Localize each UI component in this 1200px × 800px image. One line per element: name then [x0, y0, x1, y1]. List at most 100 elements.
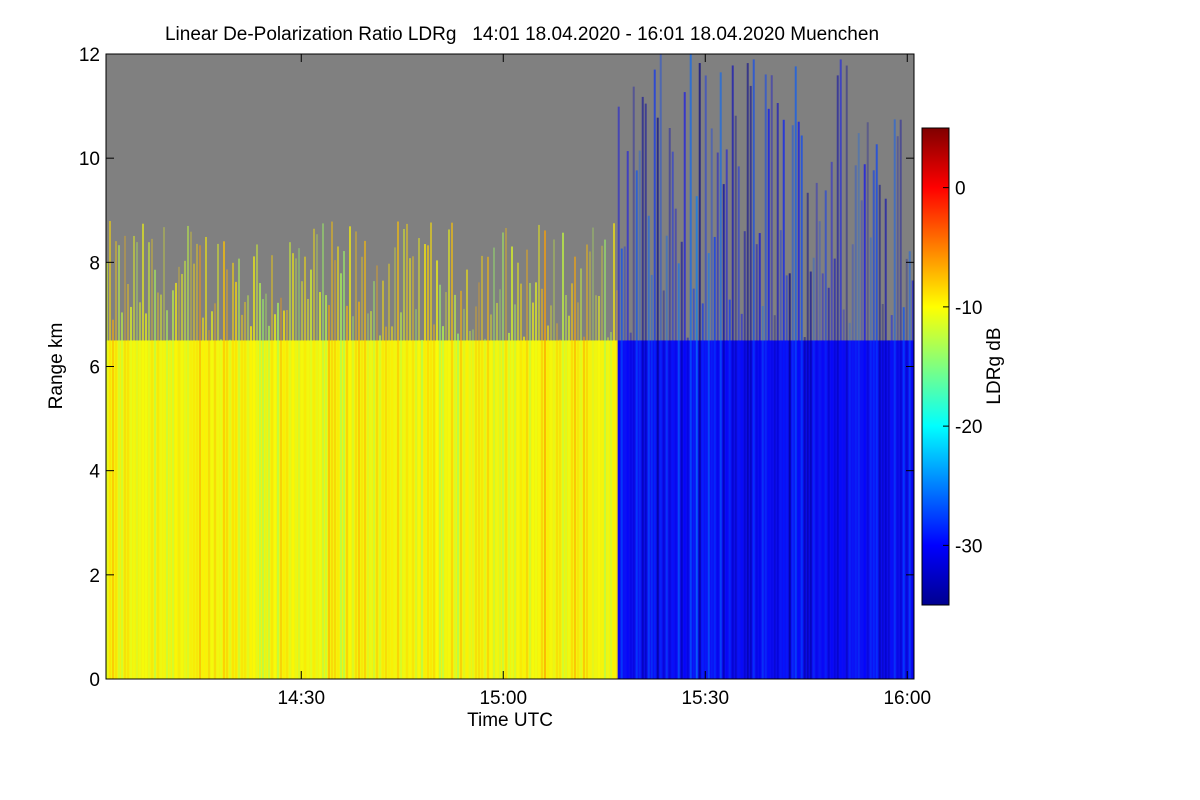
heatmap-streak — [457, 333, 459, 679]
plot-area — [105, 53, 915, 680]
heatmap-streak — [683, 92, 686, 680]
heatmap-streak — [854, 165, 857, 679]
heatmap-streak — [641, 96, 644, 679]
heatmap-streak — [568, 315, 570, 679]
heatmap-streak — [911, 280, 914, 679]
colorbar-label: LDRg dB — [984, 327, 1005, 404]
heatmap-streak — [157, 292, 159, 679]
y-tick-label: 6 — [89, 358, 100, 379]
heatmap-streak — [241, 314, 243, 679]
heatmap-streak — [610, 332, 612, 679]
heatmap-streak — [169, 339, 171, 679]
heatmap-streak — [331, 221, 333, 680]
heatmap-streak — [430, 222, 432, 679]
heatmap-streak — [301, 281, 303, 679]
heatmap-streak — [806, 192, 809, 679]
heatmap-streak — [475, 306, 477, 679]
heatmap-streak — [271, 255, 273, 679]
heatmap-streak — [142, 223, 144, 679]
heatmap-streak — [785, 275, 788, 679]
heatmap-streak — [848, 322, 851, 679]
colorbar-gradient — [921, 127, 950, 606]
heatmap-streak — [776, 102, 779, 680]
heatmap-streak — [908, 251, 911, 680]
heatmap-streak — [878, 184, 881, 680]
heatmap-streak — [154, 269, 156, 679]
heatmap-streak — [499, 289, 501, 679]
heatmap-streak — [635, 170, 638, 680]
heatmap-streak — [550, 305, 552, 679]
heatmap-streak — [620, 248, 623, 679]
y-axis-label: Range km — [46, 323, 67, 410]
y-tick-label: 8 — [89, 253, 100, 274]
heatmap-streak — [866, 122, 869, 680]
heatmap-streak — [511, 246, 513, 679]
heatmap-streak — [286, 310, 288, 679]
heatmap-streak — [460, 290, 462, 679]
heatmap-streak — [493, 247, 495, 679]
heatmap-streak — [199, 245, 201, 679]
heatmap-streak — [355, 231, 357, 679]
heatmap-streak — [752, 59, 755, 680]
heatmap-streak — [235, 281, 237, 679]
heatmap-streak — [127, 284, 129, 679]
heatmap-streak — [857, 133, 860, 679]
heatmap-streak — [253, 256, 255, 679]
heatmap-streak — [595, 295, 597, 679]
colorbar-ticks: 0 -10 -20 -30 — [943, 179, 982, 557]
heatmap-streak — [226, 269, 228, 679]
heatmap-streak — [860, 200, 863, 680]
heatmap-streak — [172, 290, 174, 679]
heatmap-streak — [845, 65, 848, 680]
heatmap-streak — [292, 253, 294, 680]
colorbar-tick-label: -30 — [955, 536, 982, 557]
heatmap-streak — [358, 301, 360, 679]
heatmap-streak — [589, 251, 591, 679]
heatmap-streak — [764, 74, 767, 680]
heatmap-streak — [454, 294, 456, 679]
heatmap-streak — [160, 294, 162, 679]
heatmap-streak — [181, 273, 183, 679]
x-axis: 14:30 15:00 15:30 16:00 — [277, 54, 931, 709]
heatmap-streak — [487, 256, 489, 679]
heatmap-streak — [217, 243, 219, 679]
heatmap-streak — [310, 269, 312, 679]
heatmap-region-0-streaks — [106, 220, 618, 680]
heatmap-streak — [433, 324, 435, 679]
heatmap-streak — [340, 273, 342, 679]
colorbar-tick-label: -10 — [955, 298, 982, 319]
heatmap-streak — [496, 302, 498, 679]
heatmap-streak — [526, 249, 528, 680]
heatmap-streak — [671, 151, 674, 680]
heatmap-streak — [334, 260, 336, 679]
heatmap-streak — [436, 260, 438, 679]
heatmap-streak — [896, 136, 899, 679]
heatmap-streak — [469, 330, 471, 679]
heatmap-layer — [106, 54, 914, 680]
heatmap-streak — [541, 288, 543, 679]
heatmap-streak — [319, 292, 321, 679]
heatmap-streak — [118, 245, 120, 680]
heatmap-streak — [505, 228, 507, 679]
heatmap-streak — [782, 119, 785, 679]
heatmap-streak — [391, 326, 393, 679]
heatmap-streak — [130, 306, 132, 679]
heatmap-streak — [875, 144, 878, 679]
heatmap-streak — [238, 258, 240, 679]
heatmap-streak — [713, 236, 716, 679]
heatmap-streak — [644, 103, 647, 680]
heatmap-streak — [328, 305, 330, 679]
heatmap-streak — [133, 235, 135, 679]
heatmap-streak — [890, 315, 893, 679]
y-axis: 0 2 4 6 8 10 12 — [79, 45, 914, 691]
heatmap-streak — [701, 303, 704, 679]
heatmap-streak — [394, 247, 396, 679]
heatmap-streak — [836, 75, 839, 680]
heatmap-streak — [851, 244, 854, 679]
heatmap-streak — [367, 313, 369, 679]
heatmap-streak — [148, 242, 150, 680]
heatmap-streak — [325, 295, 327, 679]
heatmap-streak — [277, 302, 279, 679]
heatmap-streak — [598, 295, 600, 679]
